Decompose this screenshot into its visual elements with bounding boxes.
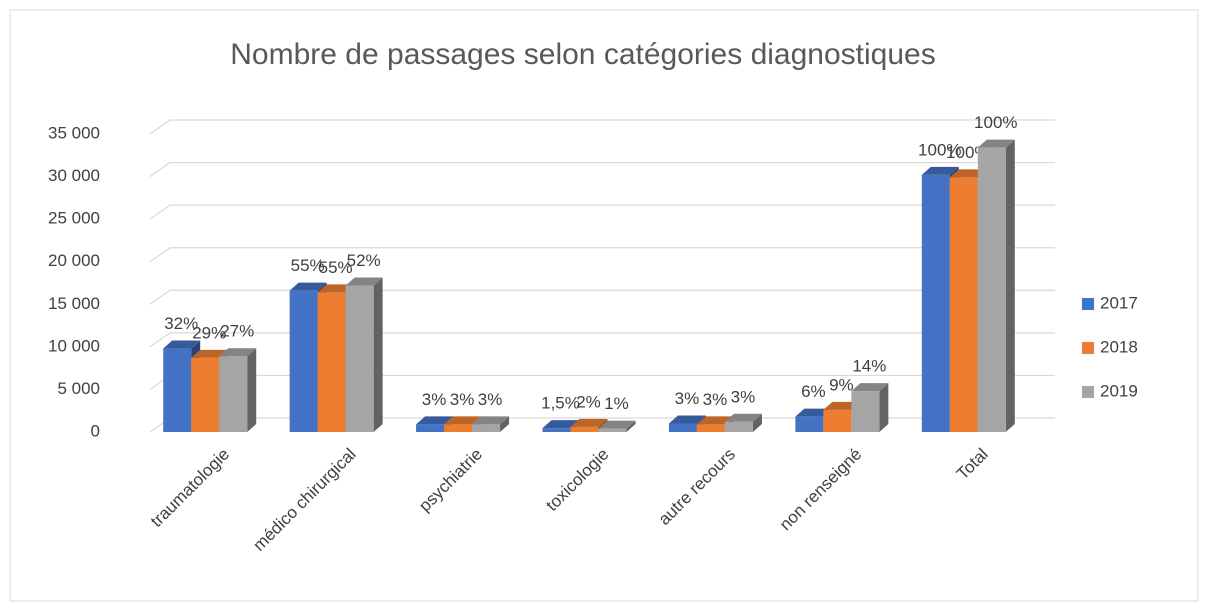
y-tick-label: 0 — [91, 421, 100, 440]
bar-top — [570, 418, 608, 427]
bar-side — [247, 348, 257, 432]
data-label: 14% — [852, 357, 886, 376]
legend-label: 2017 — [1100, 293, 1138, 312]
bar-top — [191, 349, 229, 358]
bar-front — [542, 428, 571, 432]
bar-top — [851, 383, 889, 392]
bar — [472, 416, 510, 432]
grid-line — [149, 289, 1055, 305]
y-tick-label: 25 000 — [48, 209, 100, 228]
bar-top — [696, 416, 734, 425]
data-label: 52% — [347, 251, 381, 270]
y-tick-label: 10 000 — [48, 336, 100, 355]
data-label: 2% — [576, 392, 601, 411]
bar-top — [542, 420, 580, 429]
y-tick-label: 5 000 — [57, 379, 100, 398]
bar-front — [416, 424, 445, 432]
bar-front — [289, 290, 318, 432]
data-label: 3% — [675, 389, 700, 408]
bar-top — [668, 415, 706, 424]
grid-line — [149, 204, 1055, 220]
bar — [598, 420, 636, 432]
bar — [724, 413, 762, 432]
bar-top — [724, 413, 762, 422]
chart-title: Nombre de passages selon catégories diag… — [230, 38, 935, 71]
y-tick-label: 20 000 — [48, 251, 100, 270]
bar-front — [977, 147, 1006, 432]
data-label: 29% — [192, 323, 226, 342]
data-label: 100% — [918, 140, 961, 159]
bar-top — [472, 416, 510, 425]
legend-swatch — [1082, 342, 1094, 354]
bar-top — [598, 420, 636, 429]
bar-side — [500, 416, 510, 432]
bar-top — [345, 277, 383, 286]
bar — [977, 139, 1015, 432]
grid-line — [149, 332, 1055, 348]
data-label: 1,5% — [541, 394, 580, 413]
data-label: 55% — [319, 258, 353, 277]
bar-front — [724, 421, 753, 432]
legend-swatch — [1082, 386, 1094, 398]
bar-front — [472, 424, 501, 432]
legend-swatch — [1082, 298, 1094, 310]
bar-front — [668, 423, 697, 432]
data-label: 3% — [703, 390, 728, 409]
bar-front — [598, 428, 627, 432]
bar-front — [191, 357, 220, 432]
data-label: 55% — [291, 256, 325, 275]
bar — [851, 383, 889, 432]
bar-front — [696, 424, 725, 432]
bar-front — [823, 409, 852, 432]
bar-front — [345, 285, 374, 432]
data-label: 3% — [450, 390, 475, 409]
y-tick-label: 35 000 — [48, 123, 100, 142]
data-label: 9% — [829, 375, 854, 394]
legend-label: 2018 — [1100, 337, 1138, 356]
data-label: 3% — [731, 387, 756, 406]
grid-line — [149, 119, 1055, 135]
bar-side — [1005, 139, 1015, 432]
y-tick-label: 30 000 — [48, 166, 100, 185]
chart-border — [9, 9, 1199, 602]
bar-top — [289, 282, 327, 291]
bar-top — [823, 401, 861, 410]
bar-front — [795, 416, 824, 432]
data-label: 100% — [974, 113, 1017, 132]
bar — [219, 348, 257, 432]
data-label: 27% — [220, 322, 254, 341]
bar-front — [444, 424, 473, 432]
bar-side — [626, 420, 636, 432]
data-label: 3% — [478, 390, 503, 409]
data-label: 1% — [604, 394, 629, 413]
bar-front — [851, 391, 880, 432]
bar-top — [317, 284, 355, 293]
grid-line — [149, 161, 1055, 178]
data-label: 32% — [164, 314, 198, 333]
y-tick-label: 15 000 — [48, 294, 100, 313]
bar-side — [879, 383, 889, 432]
bar-side — [373, 277, 383, 432]
bar-top — [921, 166, 959, 175]
legend-label: 2019 — [1100, 381, 1138, 400]
bar-front — [570, 426, 599, 432]
bar-front — [317, 292, 346, 432]
bar-front — [921, 174, 950, 432]
bar — [345, 277, 383, 432]
bar-top — [949, 169, 987, 178]
bar-side — [752, 413, 762, 432]
bar-top — [219, 348, 257, 357]
bar-top — [795, 408, 833, 417]
bar-front — [163, 348, 192, 432]
bar-top — [444, 416, 482, 425]
bar-front — [219, 356, 248, 432]
data-label: 3% — [422, 390, 447, 409]
grid-line — [149, 247, 1055, 263]
bar-top — [163, 340, 201, 349]
bar-front — [949, 177, 978, 432]
bar-top — [977, 139, 1015, 148]
bar-top — [416, 416, 454, 425]
data-label: 6% — [801, 382, 826, 401]
